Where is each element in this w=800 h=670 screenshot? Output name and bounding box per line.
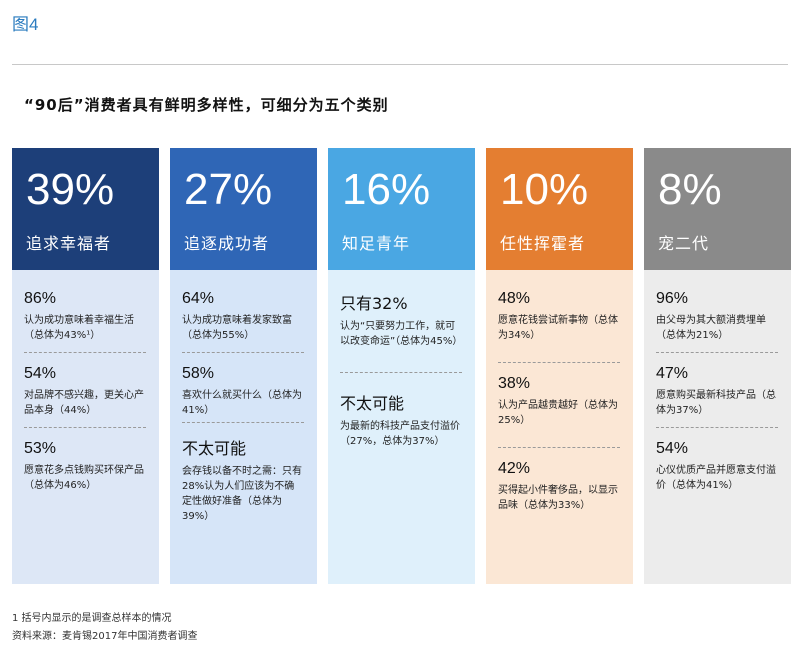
segment-body: 48% 愿意花钱尝试新事物（总体为34%） 38% 认为产品越贵越好（总体为25%） 4… [486,270,633,584]
segment-item: 38% 认为产品越贵越好（总体为25%） [498,375,620,428]
segment-column: 10% 任性挥霍者 48% 愿意花钱尝试新事物（总体为34%） 38% 认为产品越贵越好（… [486,148,633,584]
item-divider [498,362,620,363]
segment-item: 86% 认为成功意味着幸福生活（总体为43%¹） [24,290,146,343]
segment-item: 54% 心仪优质产品并愿意支付溢价（总体为41%） [656,440,778,493]
segment-body: 只有32% 认为“只要努力工作，就可以改变命运”（总体为45%） 不太可能为最新的科… [328,270,475,584]
item-description: 买得起小件奢侈品，以显示品味（总体为33%） [498,485,618,511]
segment-item: 58% 喜欢什么就买什么（总体为41%） [182,365,304,418]
segment-item: 48% 愿意花钱尝试新事物（总体为34%） [498,290,620,343]
segment-item: 47% 愿意购买最新科技产品（总体为37%） [656,365,778,418]
chart-title: “90后”消费者具有鲜明多样性，可细分为五个类别 [24,96,389,114]
item-divider [182,352,304,353]
segment-item: 64% 认为成功意味着发家致富（总体为55%） [182,290,304,343]
item-description: 愿意购买最新科技产品（总体为37%） [656,390,776,416]
source-note: 资料来源：麦肯锡2017年中国消费者调查 [12,631,198,642]
item-stat: 48% [498,290,531,307]
segment-body: 96% 由父母为其大额消费埋单（总体为21%） 47% 愿意购买最新科技产品（总体为3… [644,270,791,584]
item-stat: 96% [656,290,689,307]
footnotes: 1 括号内显示的是调查总样本的情况 资料来源：麦肯锡2017年中国消费者调查 [12,610,197,646]
segment-percent: 10% [500,165,589,214]
segment-column: 8% 宠二代 96% 由父母为其大额消费埋单（总体为21%） 47% 愿意购买最新科技产品… [644,148,791,584]
segments-table: 39% 追求幸福者 86% 认为成功意味着幸福生活（总体为43%¹） 54% 对品牌不感兴… [12,148,791,584]
item-stat: 58% [182,365,215,382]
segment-header: 10% 任性挥霍者 [486,148,633,270]
item-description: 心仪优质产品并愿意支付溢价（总体为41%） [656,465,776,491]
item-description: 喜欢什么就买什么（总体为41%） [182,390,302,416]
item-stat: 54% [24,365,57,382]
segment-percent: 27% [184,165,273,214]
item-stat: 64% [182,290,215,307]
segment-header: 16% 知足青年 [328,148,475,270]
item-stat: 54% [656,440,689,457]
item-divider [498,447,620,448]
item-description: 认为“只要努力工作，就可以改变命运”（总体为45%） [340,321,463,347]
item-description: 愿意花多点钱购买环保产品（总体为46%） [24,465,144,491]
item-divider [182,422,304,423]
segment-header: 39% 追求幸福者 [12,148,159,270]
top-rule [12,64,788,65]
footnote-1: 1 括号内显示的是调查总样本的情况 [12,613,172,624]
item-stat: 38% [498,375,531,392]
segment-name: 追逐成功者 [184,234,270,253]
segment-percent: 16% [342,165,431,214]
segment-item: 96% 由父母为其大额消费埋单（总体为21%） [656,290,778,343]
segment-item: 42% 买得起小件奢侈品，以显示品味（总体为33%） [498,460,620,513]
segment-column: 39% 追求幸福者 86% 认为成功意味着幸福生活（总体为43%¹） 54% 对品牌不感兴… [12,148,159,584]
item-divider [24,427,146,428]
segment-item: 只有32% 认为“只要努力工作，就可以改变命运”（总体为45%） [340,290,462,349]
segment-item: 54% 对品牌不感兴趣，更关心产品本身（44%） [24,365,146,418]
segment-body: 86% 认为成功意味着幸福生活（总体为43%¹） 54% 对品牌不感兴趣，更关心产品本… [12,270,159,584]
item-description: 为最新的科技产品支付溢价（27%，总体为37%） [340,421,460,447]
segment-item: 不太可能为最新的科技产品支付溢价（27%，总体为37%） [340,390,462,449]
item-stat: 47% [656,365,689,382]
segment-name: 知足青年 [342,234,411,253]
segment-name: 追求幸福者 [26,234,112,253]
figure-label: 图4 [12,15,39,34]
item-description: 愿意花钱尝试新事物（总体为34%） [498,315,618,341]
item-divider [24,352,146,353]
segment-percent: 8% [658,165,722,214]
item-stat: 42% [498,460,531,477]
item-divider [656,427,778,428]
segment-header: 27% 追逐成功者 [170,148,317,270]
item-divider [656,352,778,353]
segment-body: 64% 认为成功意味着发家致富（总体为55%） 58% 喜欢什么就买什么（总体为41%… [170,270,317,584]
item-description: 由父母为其大额消费埋单（总体为21%） [656,315,766,341]
segment-name: 任性挥霍者 [500,234,586,253]
item-description: 对品牌不感兴趣，更关心产品本身（44%） [24,390,144,416]
segment-name: 宠二代 [658,234,710,253]
item-divider [340,372,462,373]
item-stat: 53% [24,440,57,457]
segment-percent: 39% [26,165,115,214]
segment-column: 16% 知足青年只有32% 认为“只要努力工作，就可以改变命运”（总体为45%） 不太… [328,148,475,584]
item-stat: 不太可能 [182,439,247,458]
item-description: 认为成功意味着幸福生活（总体为43%¹） [24,315,134,341]
item-description: 认为产品越贵越好（总体为25%） [498,400,618,426]
item-stat: 86% [24,290,57,307]
segment-item: 53% 愿意花多点钱购买环保产品（总体为46%） [24,440,146,493]
segment-header: 8% 宠二代 [644,148,791,270]
segment-column: 27% 追逐成功者 64% 认为成功意味着发家致富（总体为55%） 58% 喜欢什么就买什… [170,148,317,584]
segment-item: 不太可能会存钱以备不时之需：只有28%认为人们应该为不确定性做好准备（总体为39… [182,435,304,524]
item-stat: 不太可能 [340,394,405,413]
item-description: 认为成功意味着发家致富（总体为55%） [182,315,292,341]
item-stat: 只有32% [340,294,408,313]
item-description: 会存钱以备不时之需：只有28%认为人们应该为不确定性做好准备（总体为39%） [182,466,302,522]
